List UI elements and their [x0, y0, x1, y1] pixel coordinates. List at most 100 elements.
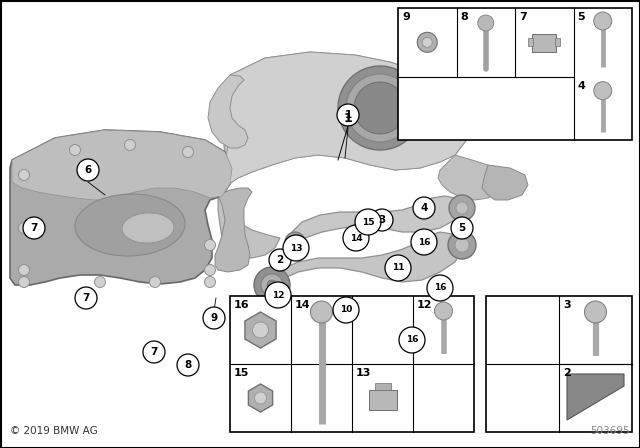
Circle shape	[203, 307, 225, 329]
Text: 7: 7	[519, 12, 527, 22]
Circle shape	[267, 280, 277, 290]
Circle shape	[23, 217, 45, 239]
Text: 9: 9	[402, 12, 410, 22]
Text: 12: 12	[272, 290, 284, 300]
Circle shape	[150, 276, 161, 288]
Text: 2: 2	[276, 255, 284, 265]
Circle shape	[354, 82, 406, 134]
Circle shape	[75, 287, 97, 309]
Circle shape	[385, 255, 411, 281]
Bar	[374, 383, 390, 390]
Circle shape	[182, 146, 193, 158]
Circle shape	[285, 232, 305, 252]
Ellipse shape	[75, 194, 185, 256]
Circle shape	[594, 12, 612, 30]
Text: 16: 16	[234, 300, 250, 310]
Circle shape	[435, 302, 452, 320]
Circle shape	[333, 297, 359, 323]
Bar	[528, 39, 533, 46]
Circle shape	[455, 238, 469, 252]
Text: 4: 4	[577, 81, 586, 90]
Ellipse shape	[122, 213, 174, 243]
Text: © 2019 BMW AG: © 2019 BMW AG	[10, 426, 98, 436]
Circle shape	[411, 229, 437, 255]
Circle shape	[413, 197, 435, 219]
Circle shape	[456, 202, 468, 214]
Text: 14: 14	[295, 300, 310, 310]
Text: 1: 1	[344, 110, 351, 120]
Polygon shape	[222, 52, 470, 195]
Text: 1: 1	[344, 112, 353, 125]
Circle shape	[261, 274, 283, 296]
Polygon shape	[10, 130, 232, 285]
Circle shape	[477, 15, 493, 31]
Circle shape	[427, 275, 453, 301]
Text: 12: 12	[417, 300, 433, 310]
Text: 8: 8	[461, 12, 468, 22]
Circle shape	[417, 32, 437, 52]
Circle shape	[205, 276, 216, 288]
Circle shape	[355, 209, 381, 235]
Circle shape	[448, 231, 476, 259]
Circle shape	[70, 145, 81, 155]
Polygon shape	[567, 374, 624, 420]
Bar	[532, 34, 556, 52]
Circle shape	[143, 341, 165, 363]
Circle shape	[205, 264, 216, 276]
Circle shape	[19, 223, 29, 233]
Text: 5: 5	[577, 12, 585, 22]
Polygon shape	[438, 155, 502, 200]
Circle shape	[399, 327, 425, 353]
Circle shape	[19, 276, 29, 288]
Bar	[398, 8, 632, 140]
Text: 15: 15	[234, 368, 250, 378]
Circle shape	[346, 74, 414, 142]
Text: 503695: 503695	[590, 426, 630, 436]
Text: 13: 13	[356, 368, 371, 378]
Text: 16: 16	[406, 336, 419, 345]
Circle shape	[449, 195, 475, 221]
Text: 15: 15	[362, 217, 374, 227]
Polygon shape	[290, 196, 462, 248]
Bar	[556, 39, 560, 46]
Text: 4: 4	[420, 203, 428, 213]
Polygon shape	[218, 52, 470, 258]
Text: 3: 3	[563, 300, 571, 310]
Text: 7: 7	[30, 223, 38, 233]
Circle shape	[255, 392, 266, 404]
Circle shape	[338, 66, 422, 150]
Text: 7: 7	[150, 347, 157, 357]
Polygon shape	[272, 232, 462, 292]
Circle shape	[95, 276, 106, 288]
Circle shape	[337, 104, 359, 126]
Text: 10: 10	[340, 306, 352, 314]
Circle shape	[310, 301, 333, 323]
Text: 11: 11	[392, 263, 404, 272]
Circle shape	[125, 139, 136, 151]
Circle shape	[205, 240, 216, 250]
Text: 16: 16	[434, 284, 446, 293]
Circle shape	[283, 235, 309, 261]
Text: 2: 2	[563, 368, 571, 378]
Circle shape	[177, 354, 199, 376]
Circle shape	[584, 301, 607, 323]
Circle shape	[19, 264, 29, 276]
Text: 5: 5	[458, 223, 466, 233]
Circle shape	[254, 267, 290, 303]
Circle shape	[451, 217, 473, 239]
Circle shape	[371, 209, 393, 231]
Polygon shape	[215, 188, 252, 272]
Circle shape	[265, 282, 291, 308]
Polygon shape	[12, 130, 232, 200]
Circle shape	[594, 82, 612, 99]
Text: 16: 16	[418, 237, 430, 246]
Text: 13: 13	[290, 244, 302, 253]
Text: 7: 7	[83, 293, 90, 303]
Text: 6: 6	[84, 165, 92, 175]
Text: 9: 9	[211, 313, 218, 323]
Text: 3: 3	[378, 215, 386, 225]
Circle shape	[343, 225, 369, 251]
Circle shape	[77, 159, 99, 181]
Bar	[230, 296, 474, 432]
Circle shape	[253, 322, 269, 338]
